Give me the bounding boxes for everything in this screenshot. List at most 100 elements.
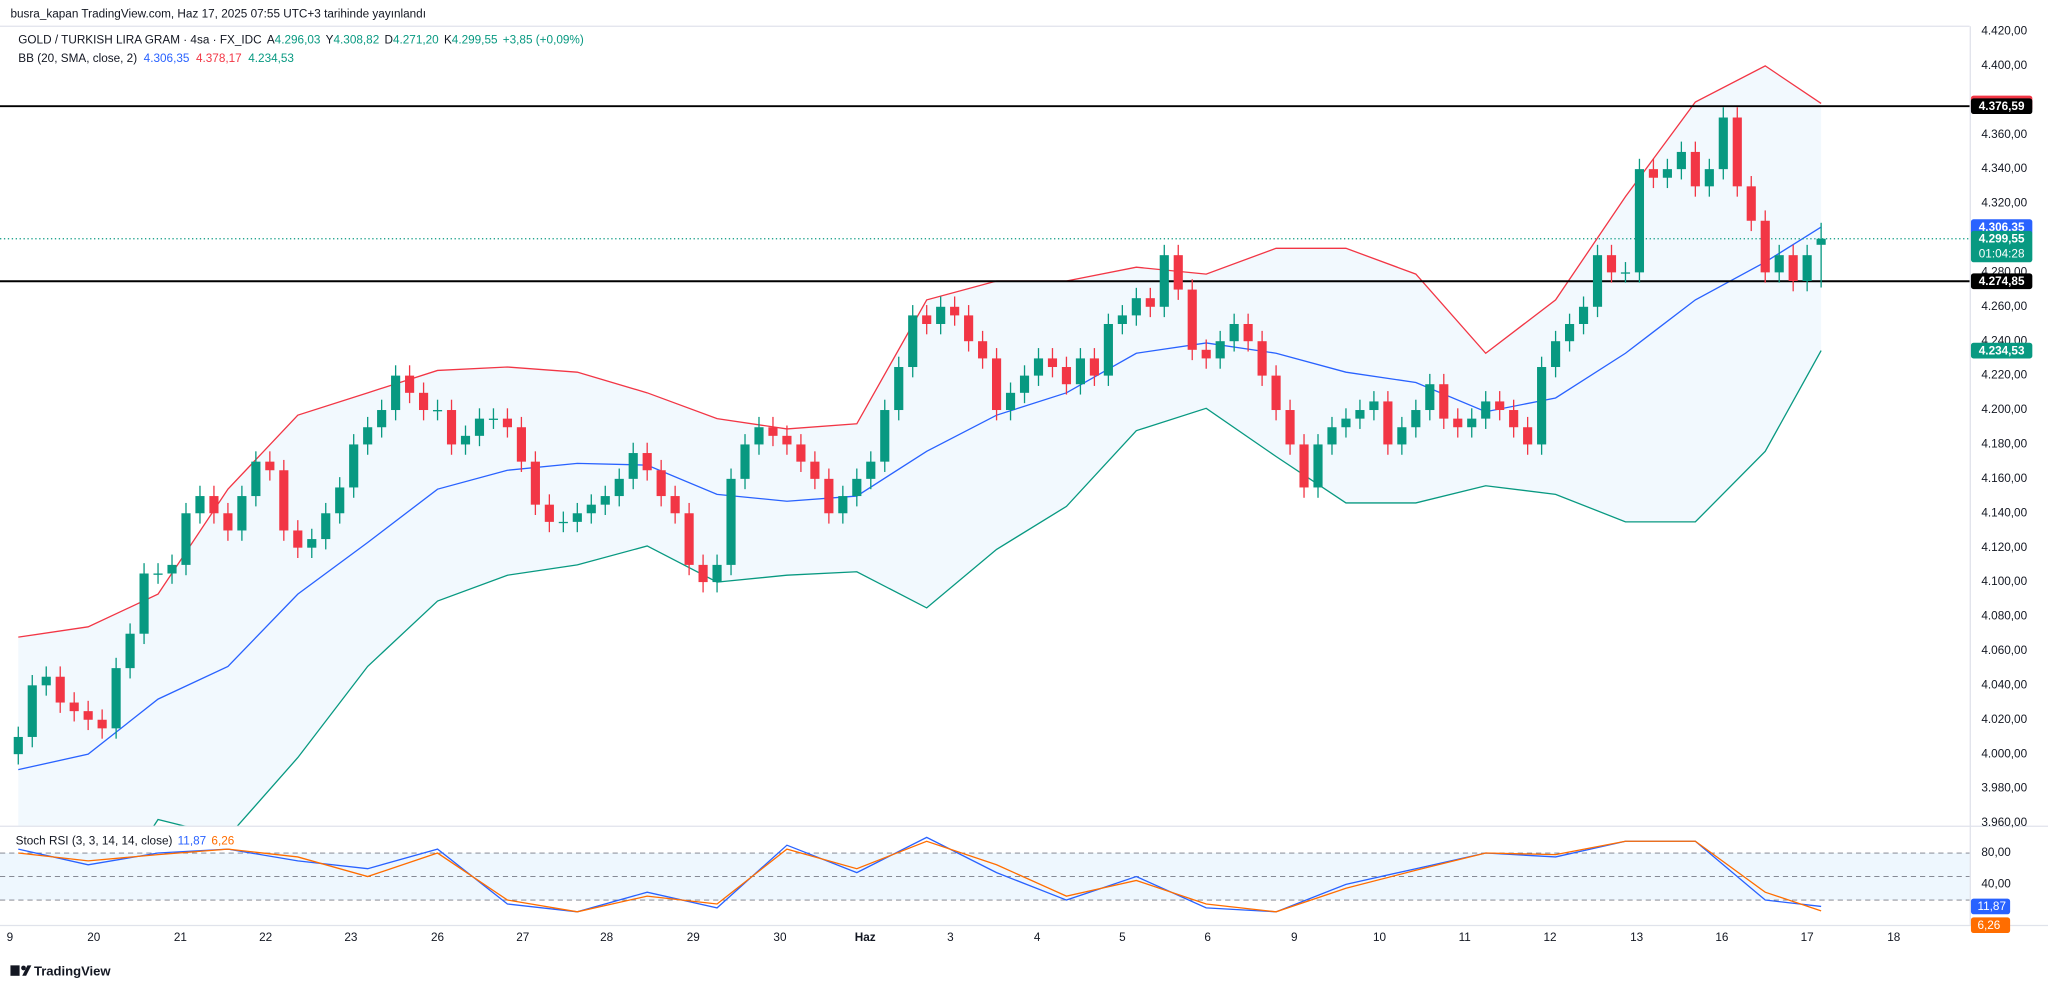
x-tick-label: 28 — [600, 931, 614, 944]
candle-body — [1802, 255, 1812, 281]
candle-body — [600, 496, 610, 505]
bb-line — [18, 65, 1822, 638]
candle-body — [1620, 272, 1631, 274]
logo-text: TradingView — [34, 963, 111, 978]
y-tick-label: 4.360,00 — [1981, 128, 2027, 141]
price-tag-label: 4.299,55 — [1979, 232, 2025, 245]
candle-body — [1383, 401, 1393, 445]
y-tick-label: 4.340,00 — [1981, 162, 2027, 175]
candle-body — [1271, 375, 1281, 411]
candle-body — [1033, 358, 1044, 376]
candle-body — [139, 573, 149, 634]
candle-body — [69, 702, 79, 712]
candle-body — [1578, 306, 1589, 324]
candle-body — [670, 496, 680, 514]
candle-body — [474, 418, 485, 436]
y-tick-label: 4.020,00 — [1981, 713, 2027, 726]
candle-body — [167, 564, 177, 574]
candle-body — [1606, 255, 1617, 273]
candle-body — [153, 573, 163, 575]
candle-body — [391, 375, 401, 411]
candle-body — [1509, 410, 1519, 428]
ohlc-value: 4.296,03 — [275, 34, 321, 47]
candle-body — [530, 461, 540, 505]
price-tag — [1970, 273, 2033, 290]
candle-body — [1453, 418, 1463, 428]
candle-body — [992, 358, 1002, 411]
candle-body — [1704, 169, 1714, 187]
candle-body — [1411, 410, 1421, 428]
candle-body — [1061, 367, 1072, 385]
candle-body — [265, 461, 275, 471]
y-tick-label: 4.140,00 — [1981, 506, 2027, 519]
candle-body — [572, 513, 582, 522]
value-tag — [1970, 898, 2011, 915]
candle-body — [41, 676, 51, 686]
candle-body — [502, 418, 512, 428]
candle-body — [754, 427, 764, 445]
band-fill — [18, 65, 1822, 826]
candle-body — [1495, 401, 1505, 411]
candle-body — [460, 435, 471, 445]
candle-body — [279, 470, 289, 531]
candle-body — [125, 633, 135, 669]
candle-body — [1187, 289, 1197, 350]
x-tick-label: 26 — [431, 931, 445, 944]
candle-body — [1662, 169, 1672, 178]
x-tick-label: 21 — [174, 931, 187, 944]
candle-body — [1481, 401, 1491, 419]
candle-body — [1690, 151, 1700, 187]
candle-body — [698, 564, 708, 583]
y-tick-label: 4.100,00 — [1981, 575, 2027, 588]
candle-body — [656, 470, 666, 497]
stoch-value: 6,26 — [211, 834, 234, 847]
y-tick-label: 4.400,00 — [1981, 59, 2027, 72]
candle-body — [1089, 358, 1099, 376]
x-tick-label: 16 — [1715, 931, 1729, 944]
candle-body — [405, 375, 415, 393]
y-tick-label: 4.040,00 — [1981, 678, 2027, 691]
y-tick-label: 4.200,00 — [1981, 403, 2027, 416]
candle-body — [1299, 444, 1309, 488]
candle-body — [111, 668, 121, 729]
candle-body — [1075, 358, 1085, 385]
price-tag — [1970, 342, 2033, 359]
candle-body — [880, 410, 890, 462]
candle-body — [1131, 298, 1141, 316]
candle-body — [1551, 341, 1561, 368]
candle-body — [419, 392, 429, 411]
candle-body — [251, 461, 261, 497]
x-tick-label: 13 — [1630, 931, 1644, 944]
candle-body — [1816, 238, 1826, 245]
candle-body — [1467, 418, 1477, 428]
x-tick-label: Haz — [855, 931, 876, 944]
candle-body — [1760, 220, 1770, 273]
y-tick-label: 4.260,00 — [1981, 300, 2027, 313]
candle-body — [1523, 427, 1533, 445]
candle-body — [83, 711, 93, 720]
candle-body — [1285, 410, 1295, 445]
candle-body — [1019, 375, 1030, 393]
candle-body — [922, 315, 932, 324]
value-tag-label: 6,26 — [1977, 919, 2000, 932]
candle-body — [908, 315, 918, 368]
candle-body — [349, 444, 359, 488]
y-tick-label: 4.000,00 — [1981, 747, 2027, 760]
ohlc-key: K — [444, 34, 452, 47]
y-tick-label: 3.980,00 — [1981, 782, 2027, 795]
candle-body — [950, 306, 960, 316]
price-tag — [1970, 230, 2033, 263]
candle-body — [446, 410, 457, 445]
candle-body — [1592, 255, 1603, 307]
candle-body — [307, 539, 317, 548]
x-tick-label: 3 — [947, 931, 954, 944]
logo: TradingView — [10, 963, 111, 978]
candle-body — [964, 315, 974, 342]
price-tag-label: 4.274,85 — [1979, 275, 2025, 288]
candle-body — [55, 676, 65, 703]
candle-body — [628, 453, 638, 479]
x-tick-label: 12 — [1543, 931, 1556, 944]
candle-body — [586, 504, 596, 514]
candle-body — [1257, 341, 1267, 376]
indicator-legend: BB (20, SMA, close, 2) 4.306,35 4.378,17 4.… — [18, 52, 294, 65]
